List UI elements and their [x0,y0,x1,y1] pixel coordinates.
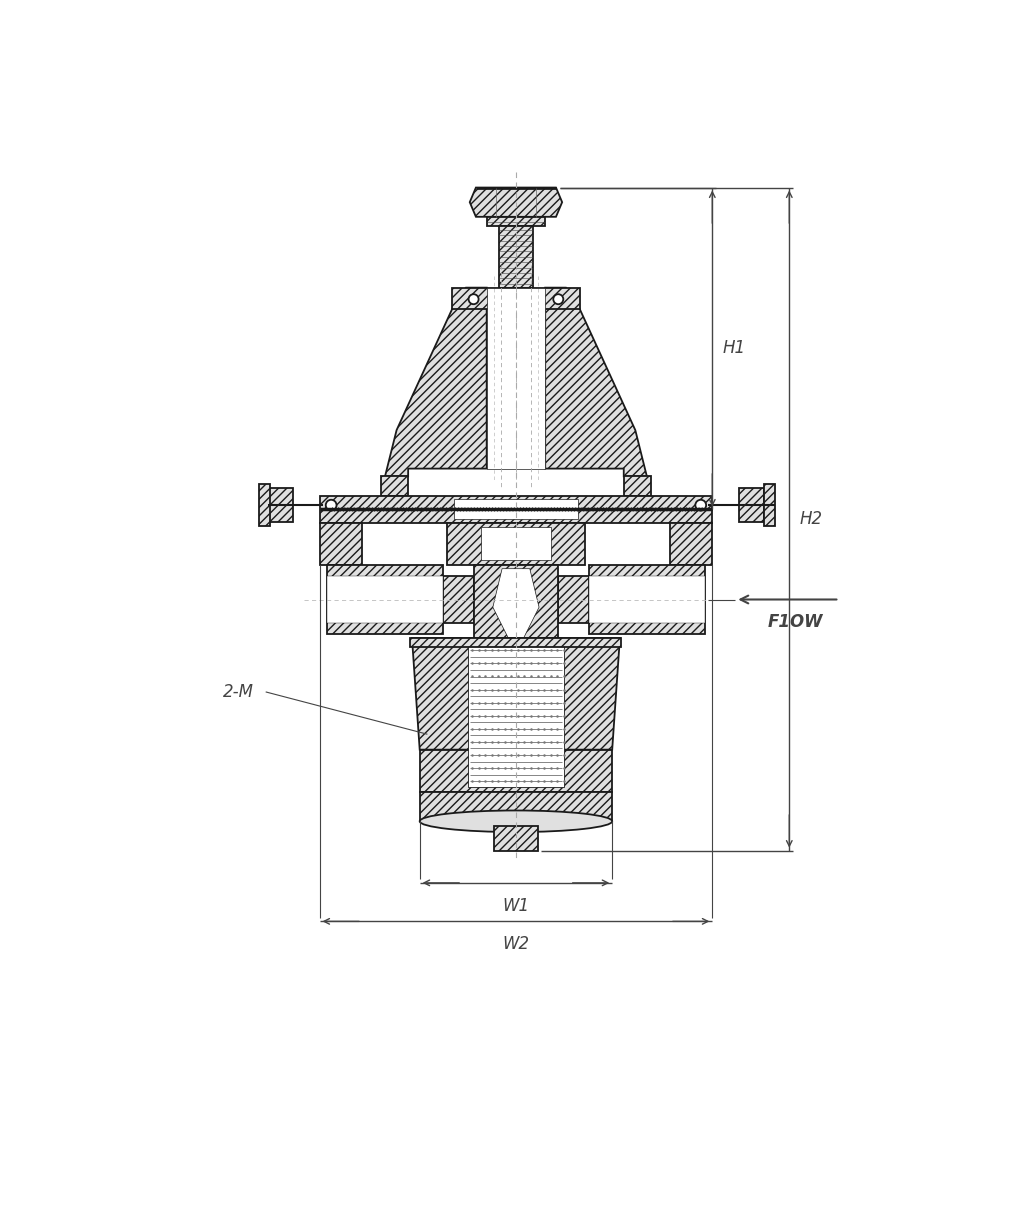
Text: H1: H1 [722,340,746,357]
Polygon shape [443,576,473,623]
Polygon shape [739,488,764,523]
Polygon shape [623,477,651,496]
Polygon shape [468,644,564,788]
Polygon shape [473,565,559,646]
Polygon shape [499,226,533,288]
Circle shape [554,294,563,304]
Polygon shape [381,477,408,496]
Polygon shape [328,576,443,623]
Polygon shape [469,188,562,217]
Polygon shape [420,750,612,793]
Polygon shape [319,496,713,523]
Polygon shape [411,638,621,647]
Polygon shape [452,288,580,310]
Polygon shape [328,565,443,634]
Polygon shape [493,569,539,638]
Polygon shape [589,576,705,623]
Text: H2: H2 [799,511,823,528]
Polygon shape [454,500,577,519]
Polygon shape [559,576,589,623]
Circle shape [695,500,707,511]
Polygon shape [482,528,550,560]
Polygon shape [259,484,269,526]
Polygon shape [494,826,537,851]
Polygon shape [764,484,774,526]
Text: F1OW: F1OW [767,613,823,632]
Polygon shape [420,793,612,822]
Polygon shape [319,523,362,565]
Circle shape [326,500,337,511]
Polygon shape [670,523,713,565]
Polygon shape [487,217,545,226]
Ellipse shape [420,811,612,832]
Polygon shape [268,488,293,523]
Polygon shape [545,288,647,477]
Text: W2: W2 [502,935,530,953]
Polygon shape [589,565,705,634]
Text: 2-M: 2-M [223,682,255,701]
Polygon shape [412,638,620,750]
Text: W1: W1 [502,897,530,915]
Polygon shape [487,288,545,468]
Circle shape [468,294,479,304]
Polygon shape [385,288,487,477]
Polygon shape [447,523,585,565]
